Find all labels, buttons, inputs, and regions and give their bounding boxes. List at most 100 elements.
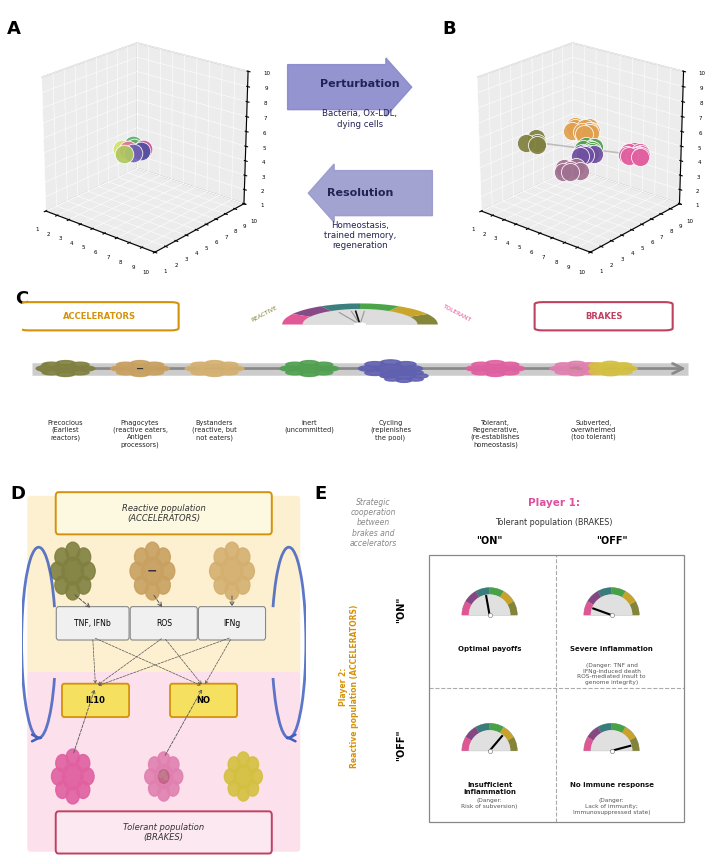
Circle shape [55, 576, 69, 594]
Circle shape [402, 365, 423, 372]
Wedge shape [389, 306, 428, 317]
Wedge shape [469, 730, 510, 751]
Circle shape [587, 366, 603, 371]
Circle shape [577, 368, 582, 370]
Circle shape [214, 548, 228, 566]
Circle shape [66, 749, 79, 766]
Wedge shape [611, 588, 626, 597]
Wedge shape [490, 588, 503, 597]
Circle shape [286, 370, 305, 375]
Circle shape [584, 366, 600, 371]
Circle shape [228, 781, 240, 796]
Text: "OFF": "OFF" [595, 537, 627, 546]
Text: "ON": "ON" [396, 596, 406, 623]
Circle shape [66, 581, 80, 600]
Circle shape [42, 362, 60, 367]
Circle shape [472, 370, 490, 375]
FancyBboxPatch shape [55, 811, 271, 854]
Wedge shape [590, 730, 632, 751]
Circle shape [200, 365, 229, 372]
Circle shape [486, 360, 505, 365]
Circle shape [66, 542, 80, 561]
Circle shape [235, 576, 250, 594]
Circle shape [589, 363, 606, 367]
Circle shape [225, 366, 244, 371]
Circle shape [205, 372, 224, 377]
Circle shape [589, 370, 606, 374]
Text: "ON": "ON" [477, 537, 503, 546]
Wedge shape [622, 727, 636, 740]
Text: (Danger:
Risk of subversion): (Danger: Risk of subversion) [462, 798, 518, 810]
Wedge shape [462, 723, 517, 751]
Circle shape [55, 781, 69, 798]
Circle shape [167, 757, 179, 772]
Text: Strategic
cooperation
between
brakes and
accelerators: Strategic cooperation between brakes and… [349, 498, 397, 549]
Wedge shape [500, 591, 513, 605]
Text: E: E [314, 485, 326, 503]
Circle shape [162, 771, 166, 775]
Circle shape [159, 773, 163, 778]
Circle shape [66, 786, 79, 804]
Circle shape [76, 754, 90, 772]
Text: "OFF": "OFF" [396, 729, 406, 761]
Text: TOLERANT: TOLERANT [442, 304, 472, 322]
Circle shape [555, 363, 572, 367]
Circle shape [145, 362, 163, 367]
Text: ACCELERATORS: ACCELERATORS [63, 312, 136, 321]
Circle shape [55, 754, 69, 772]
Circle shape [76, 576, 91, 594]
Circle shape [145, 542, 159, 561]
Text: Tolerant,
Regenerative,
(re-establishes
homeostasis): Tolerant, Regenerative, (re-establishes … [471, 420, 520, 448]
FancyBboxPatch shape [27, 672, 300, 852]
Text: Phagocytes
(reactive eaters,
Antigen
processors): Phagocytes (reactive eaters, Antigen pro… [112, 420, 168, 448]
Text: (Danger: TNF and
IFNg-induced death
ROS-mediated insult to
genome integrity): (Danger: TNF and IFNg-induced death ROS-… [577, 663, 646, 685]
Circle shape [62, 557, 84, 585]
Circle shape [581, 370, 598, 374]
Circle shape [145, 370, 163, 375]
Circle shape [466, 366, 485, 371]
Circle shape [50, 562, 65, 580]
Circle shape [156, 576, 171, 594]
Circle shape [550, 366, 567, 371]
Circle shape [251, 769, 262, 785]
Circle shape [396, 362, 416, 367]
FancyBboxPatch shape [170, 683, 237, 717]
FancyArrow shape [308, 164, 433, 222]
Circle shape [161, 562, 175, 580]
Circle shape [52, 768, 65, 785]
Wedge shape [584, 588, 639, 615]
Text: Bystanders
(reactive, but
not eaters): Bystanders (reactive, but not eaters) [192, 420, 237, 441]
Wedge shape [598, 588, 611, 597]
Text: NO: NO [197, 696, 210, 705]
Circle shape [185, 366, 204, 371]
FancyBboxPatch shape [199, 607, 266, 640]
Wedge shape [462, 601, 472, 615]
Circle shape [359, 365, 379, 372]
FancyArrow shape [287, 58, 412, 117]
Circle shape [581, 363, 598, 367]
Circle shape [280, 366, 298, 371]
Circle shape [238, 752, 249, 767]
Circle shape [191, 370, 210, 375]
Circle shape [76, 548, 91, 566]
FancyBboxPatch shape [27, 496, 300, 676]
Circle shape [220, 362, 238, 367]
Wedge shape [462, 588, 517, 615]
Circle shape [286, 362, 305, 367]
Text: Player 2:
Reactive population (ACCELERATORS): Player 2: Reactive population (ACCELERAT… [339, 605, 359, 768]
Circle shape [131, 372, 149, 377]
Text: −: − [147, 564, 158, 577]
Circle shape [220, 370, 238, 375]
Text: Reactive population
(ACCELERATORS): Reactive population (ACCELERATORS) [122, 504, 206, 524]
Circle shape [63, 763, 83, 790]
Circle shape [472, 362, 490, 367]
Circle shape [171, 769, 183, 785]
Wedge shape [410, 314, 438, 325]
Circle shape [142, 557, 163, 585]
Wedge shape [584, 737, 593, 751]
Circle shape [380, 374, 395, 378]
Circle shape [76, 366, 95, 371]
Wedge shape [476, 588, 490, 597]
Circle shape [135, 548, 148, 566]
Circle shape [81, 768, 94, 785]
